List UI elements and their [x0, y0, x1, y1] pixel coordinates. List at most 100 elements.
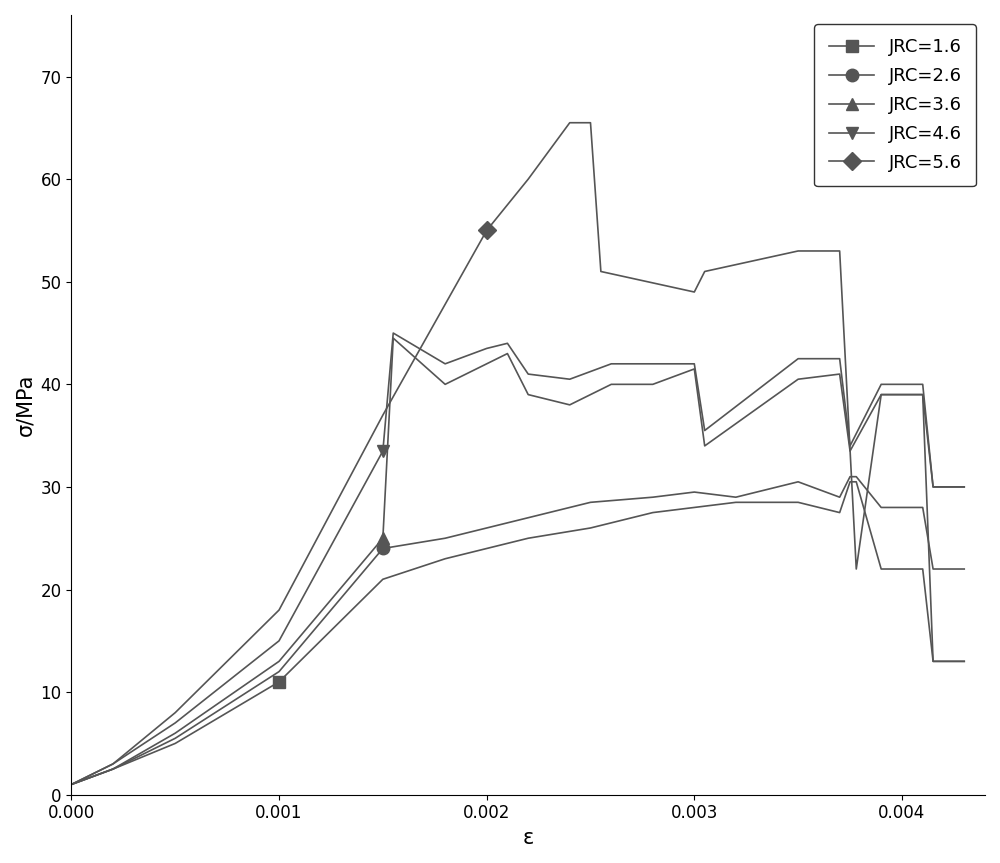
JRC=1.6: [917, 564, 929, 574]
JRC=5.6: [958, 656, 970, 666]
JRC=4.6: [439, 359, 451, 369]
JRC=4.6: [273, 636, 285, 646]
JRC=5.6: [273, 605, 285, 615]
JRC=1.6: [481, 544, 493, 554]
JRC=1.6: [834, 507, 846, 518]
JRC=4.6: [377, 446, 389, 457]
JRC=5.6: [792, 246, 804, 256]
JRC=2.6: [927, 564, 939, 574]
Line: JRC=2.6: JRC=2.6: [71, 476, 964, 784]
Y-axis label: σ/MPa: σ/MPa: [15, 374, 35, 436]
JRC=2.6: [169, 733, 181, 743]
JRC=5.6: [595, 267, 607, 277]
JRC=2.6: [844, 471, 856, 482]
JRC=1.6: [439, 553, 451, 564]
JRC=4.6: [65, 779, 77, 790]
JRC=3.6: [792, 374, 804, 384]
JRC=4.6: [844, 441, 856, 451]
JRC=1.6: [688, 502, 700, 513]
JRC=1.6: [584, 523, 596, 533]
JRC=3.6: [501, 349, 513, 359]
JRC=5.6: [107, 759, 119, 769]
JRC=2.6: [481, 523, 493, 533]
JRC=3.6: [273, 656, 285, 666]
JRC=2.6: [65, 779, 77, 790]
JRC=4.6: [917, 379, 929, 389]
JRC=2.6: [792, 476, 804, 487]
JRC=2.6: [958, 564, 970, 574]
JRC=2.6: [834, 492, 846, 502]
JRC=3.6: [927, 482, 939, 492]
JRC=5.6: [699, 267, 711, 277]
JRC=2.6: [377, 544, 389, 554]
JRC=2.6: [875, 502, 887, 513]
JRC=2.6: [730, 492, 742, 502]
JRC=4.6: [688, 359, 700, 369]
JRC=3.6: [169, 728, 181, 739]
JRC=1.6: [875, 564, 887, 574]
JRC=3.6: [844, 446, 856, 457]
JRC=4.6: [927, 482, 939, 492]
JRC=1.6: [850, 476, 862, 487]
JRC=3.6: [958, 482, 970, 492]
JRC=2.6: [439, 533, 451, 544]
JRC=3.6: [439, 379, 451, 389]
JRC=2.6: [850, 471, 862, 482]
JRC=1.6: [65, 779, 77, 790]
JRC=4.6: [875, 379, 887, 389]
JRC=3.6: [917, 389, 929, 400]
JRC=1.6: [958, 656, 970, 666]
JRC=4.6: [522, 369, 534, 379]
JRC=4.6: [387, 328, 399, 338]
Line: JRC=5.6: JRC=5.6: [71, 123, 964, 784]
JRC=5.6: [169, 708, 181, 718]
JRC=2.6: [917, 502, 929, 513]
JRC=5.6: [917, 389, 929, 400]
JRC=2.6: [688, 487, 700, 497]
Line: JRC=3.6: JRC=3.6: [71, 338, 964, 784]
X-axis label: ε: ε: [523, 828, 534, 848]
JRC=4.6: [792, 354, 804, 364]
Line: JRC=4.6: JRC=4.6: [71, 333, 964, 784]
JRC=1.6: [730, 497, 742, 507]
JRC=5.6: [522, 174, 534, 185]
JRC=4.6: [699, 425, 711, 436]
JRC=1.6: [792, 497, 804, 507]
JRC=3.6: [834, 369, 846, 379]
JRC=4.6: [958, 482, 970, 492]
JRC=3.6: [481, 359, 493, 369]
JRC=3.6: [688, 364, 700, 375]
JRC=3.6: [65, 779, 77, 790]
JRC=3.6: [875, 389, 887, 400]
JRC=4.6: [564, 374, 576, 384]
JRC=1.6: [169, 738, 181, 748]
JRC=4.6: [169, 718, 181, 728]
JRC=4.6: [481, 343, 493, 354]
JRC=3.6: [107, 764, 119, 774]
JRC=1.6: [273, 677, 285, 687]
JRC=1.6: [522, 533, 534, 544]
JRC=3.6: [699, 441, 711, 451]
Line: JRC=1.6: JRC=1.6: [71, 482, 964, 784]
JRC=4.6: [647, 359, 659, 369]
JRC=5.6: [584, 117, 596, 128]
JRC=4.6: [501, 338, 513, 349]
JRC=1.6: [377, 574, 389, 584]
JRC=1.6: [647, 507, 659, 518]
JRC=3.6: [377, 533, 389, 544]
JRC=5.6: [834, 246, 846, 256]
JRC=4.6: [107, 759, 119, 769]
JRC=3.6: [387, 333, 399, 343]
JRC=1.6: [927, 656, 939, 666]
JRC=2.6: [647, 492, 659, 502]
JRC=2.6: [522, 513, 534, 523]
JRC=3.6: [564, 400, 576, 410]
JRC=4.6: [605, 359, 617, 369]
JRC=2.6: [273, 666, 285, 677]
JRC=5.6: [688, 287, 700, 297]
JRC=5.6: [377, 410, 389, 420]
JRC=5.6: [850, 564, 862, 574]
JRC=5.6: [564, 117, 576, 128]
JRC=1.6: [844, 476, 856, 487]
JRC=4.6: [834, 354, 846, 364]
